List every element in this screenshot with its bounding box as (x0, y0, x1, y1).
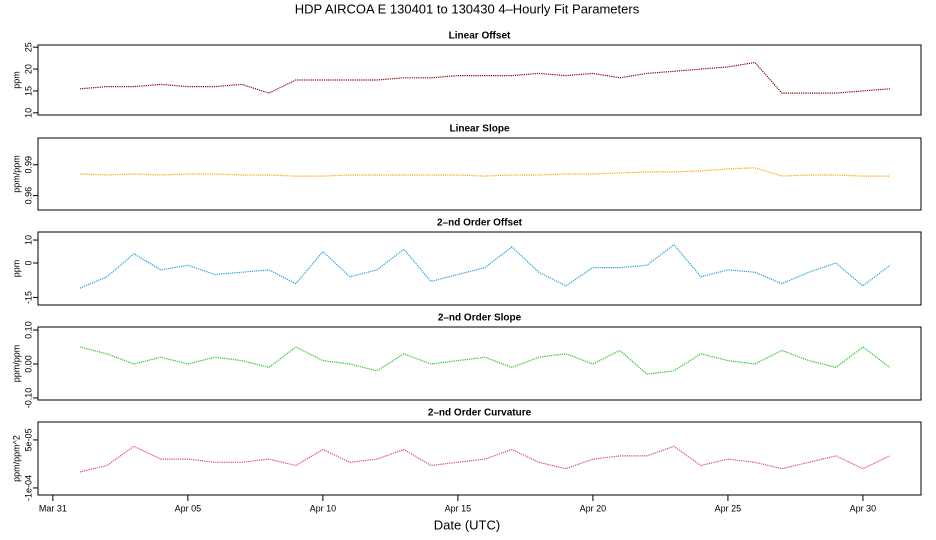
y-axis-label: ppm/ppm (11, 155, 21, 193)
y-axis-label: ppm/ppm (11, 345, 21, 383)
panel-title: Linear Offset (449, 31, 511, 42)
y-tick-label: 0.10 (23, 321, 33, 339)
plot-frame (37, 326, 922, 401)
series-line (79, 445, 891, 473)
x-tick-label: Apr 25 (715, 503, 742, 513)
y-axis-label: ppm (11, 71, 21, 89)
plot-frame (37, 137, 922, 211)
series-line (79, 61, 890, 94)
y-axis-label: ppm (11, 260, 21, 278)
y-tick-label: -1e-04 (23, 475, 33, 501)
y-tick-label: 0.96 (23, 187, 33, 205)
x-tick-label: Mar 31 (39, 503, 67, 513)
y-tick-label: -15 (23, 291, 33, 304)
y-tick-label: 25 (23, 42, 33, 52)
y-tick-label: -0.10 (23, 388, 33, 409)
y-tick-label: 0.99 (23, 156, 33, 174)
panel-title: 2–nd Order Slope (438, 313, 522, 324)
y-tick-label: 5e-05 (23, 428, 33, 451)
x-tick-label: Apr 10 (310, 503, 337, 513)
panel-title: 2–nd Order Offset (437, 218, 523, 229)
x-tick-label: Apr 15 (445, 503, 472, 513)
series-line (79, 243, 891, 289)
y-tick-label: 15 (23, 86, 33, 96)
page-title: HDP AIRCOA E 130401 to 130430 4–Hourly F… (295, 1, 640, 16)
x-axis-label: Date (UTC) (434, 517, 500, 532)
y-axis-label: ppm/ppm^2 (11, 435, 21, 482)
y-tick-label: 0.00 (23, 355, 33, 373)
series-line (79, 346, 891, 375)
y-tick-label: 10 (23, 235, 33, 245)
panel-title: Linear Slope (449, 124, 509, 135)
y-tick-label: 10 (23, 108, 33, 118)
plot-frame (37, 231, 922, 306)
y-tick-label: 20 (23, 64, 33, 74)
panel-title: 2–nd Order Curvature (428, 408, 532, 419)
x-tick-label: Apr 20 (580, 503, 607, 513)
y-tick-label: 0 (23, 260, 33, 265)
x-tick-label: Apr 05 (175, 503, 202, 513)
plot-frame (37, 44, 922, 116)
plot-frame (37, 421, 922, 496)
x-tick-label: Apr 30 (850, 503, 877, 513)
series-line (79, 167, 890, 177)
